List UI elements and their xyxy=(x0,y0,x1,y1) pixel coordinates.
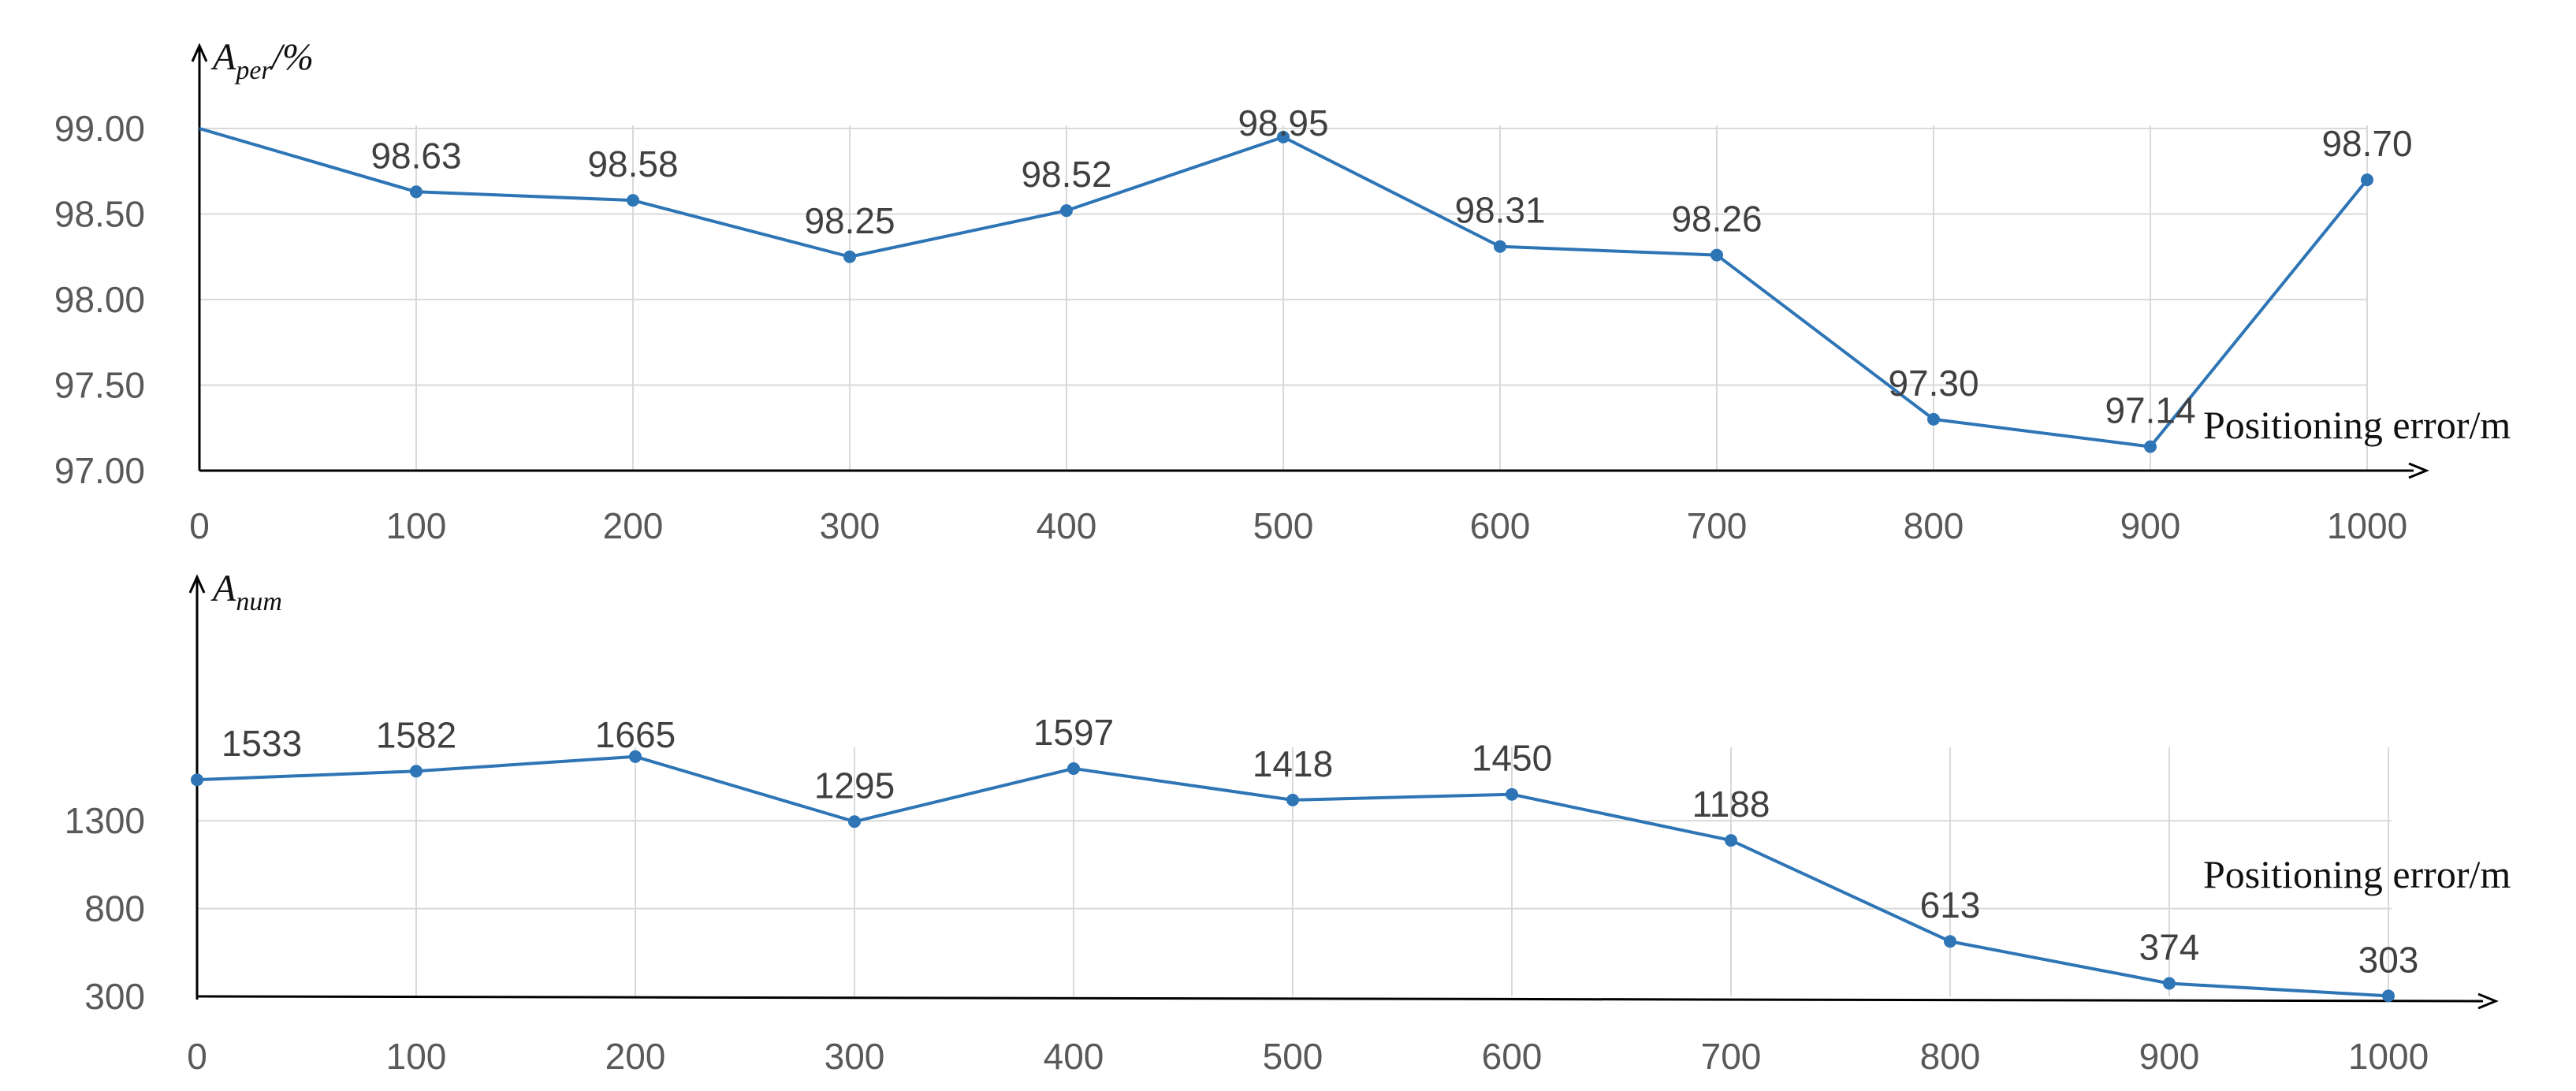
data-point xyxy=(629,750,642,763)
data-label: 98.26 xyxy=(1671,199,1762,240)
data-labels: 98.63 98.58 98.25 98.52 98.95 98.31 98.26 97.30… xyxy=(370,102,2412,431)
x-axis-line xyxy=(196,995,2484,1003)
data-point xyxy=(2382,989,2395,1003)
y-axis-label: Aper/% xyxy=(210,36,314,85)
data-label: 1597 xyxy=(1033,712,1114,753)
axes xyxy=(188,574,2499,1010)
x-tick-label: 400 xyxy=(1044,1036,1104,1077)
x-tick-label: 200 xyxy=(605,1036,666,1077)
x-tick-labels: 0 100 200 300 400 500 600 700 800 900 1000 xyxy=(189,505,2407,546)
x-tick-label: 1000 xyxy=(2327,505,2407,546)
data-point xyxy=(1277,130,1290,143)
data-label: 98.95 xyxy=(1238,102,1328,143)
x-tick-label: 0 xyxy=(189,505,210,546)
x-tick-label: 700 xyxy=(1701,1036,1762,1077)
x-axis-arrow-icon xyxy=(2477,992,2499,1010)
series-line xyxy=(199,127,2373,453)
data-label: 1295 xyxy=(814,765,895,806)
y-tick-label: 800 xyxy=(84,888,145,929)
y-tick-label: 98.00 xyxy=(54,279,145,320)
data-point xyxy=(2163,977,2176,990)
data-label: 1188 xyxy=(1692,784,1770,825)
chart-accuracy-percent: 97.00 97.50 98.00 98.50 99.00 0 100 200 300 400 5… xyxy=(54,36,2511,546)
data-point xyxy=(1506,788,1518,801)
data-label: 97.14 xyxy=(2105,390,2195,431)
data-point xyxy=(843,250,856,263)
data-point xyxy=(1944,935,1956,948)
data-point xyxy=(2361,173,2373,187)
y-axis-arrow-icon xyxy=(188,574,206,594)
y-axis-arrow-icon xyxy=(191,43,208,62)
x-tick-label: 0 xyxy=(187,1036,207,1077)
x-tick-label: 300 xyxy=(820,505,880,546)
data-point xyxy=(1286,793,1299,806)
x-tick-label: 600 xyxy=(1482,1036,1543,1077)
data-label: 1533 xyxy=(221,723,302,764)
x-tick-label: 800 xyxy=(1904,505,1964,546)
data-label: 1450 xyxy=(1472,738,1552,779)
x-tick-label: 100 xyxy=(386,505,447,546)
data-label: 98.70 xyxy=(2321,123,2412,164)
x-tick-label: 900 xyxy=(2120,505,2181,546)
x-tick-labels: 0 100 200 300 400 500 600 700 800 900 1000 xyxy=(187,1036,2429,1077)
x-tick-label: 500 xyxy=(1263,1036,1323,1077)
data-point xyxy=(191,773,203,787)
data-point xyxy=(2144,440,2157,453)
x-axis-label: Positioning error/m xyxy=(2203,403,2511,447)
data-label: 98.63 xyxy=(370,135,461,176)
data-label: 98.58 xyxy=(587,143,678,184)
data-label: 374 xyxy=(2139,927,2200,968)
y-axis-label: Anum xyxy=(210,568,282,616)
data-point xyxy=(1067,761,1080,775)
data-point xyxy=(1927,412,1940,426)
x-tick-label: 600 xyxy=(1470,505,1531,546)
y-tick-label: 97.50 xyxy=(54,365,145,406)
x-tick-label: 200 xyxy=(603,505,664,546)
data-label: 98.31 xyxy=(1454,190,1545,231)
y-tick-label: 1300 xyxy=(65,800,145,841)
data-point xyxy=(627,194,639,207)
data-point xyxy=(1725,834,1737,847)
series-line xyxy=(191,750,2395,1003)
data-label: 1582 xyxy=(376,714,456,755)
axes xyxy=(191,43,2429,479)
data-label: 98.25 xyxy=(804,200,895,241)
data-label: 1665 xyxy=(595,714,676,755)
grid-lines xyxy=(199,125,2368,471)
y-tick-label: 300 xyxy=(84,976,145,1017)
data-point xyxy=(410,185,423,199)
data-label: 303 xyxy=(2358,939,2419,980)
y-tick-label: 97.00 xyxy=(54,450,145,491)
data-label: 98.52 xyxy=(1021,154,1111,195)
data-point xyxy=(1711,248,1723,262)
chart-accuracy-count: 300 800 1300 0 100 200 300 400 500 600 700 800 900 1… xyxy=(65,568,2511,1077)
x-tick-label: 800 xyxy=(1920,1036,1981,1077)
x-axis-label: Positioning error/m xyxy=(2203,852,2511,896)
data-label: 97.30 xyxy=(1888,363,1979,404)
x-tick-label: 700 xyxy=(1687,505,1748,546)
y-tick-labels: 300 800 1300 xyxy=(65,800,145,1017)
data-labels: 1533 1582 1665 1295 1597 1418 1450 1188 613 374 30… xyxy=(221,712,2419,980)
x-tick-label: 300 xyxy=(825,1036,885,1077)
y-tick-label: 99.00 xyxy=(54,108,145,149)
data-point xyxy=(1060,204,1073,218)
data-label: 613 xyxy=(1920,884,1981,925)
y-tick-label: 98.50 xyxy=(54,194,145,235)
x-tick-label: 1000 xyxy=(2348,1036,2429,1077)
data-label: 1418 xyxy=(1253,743,1333,784)
data-point xyxy=(848,815,861,828)
data-point xyxy=(410,765,423,778)
y-tick-labels: 97.00 97.50 98.00 98.50 99.00 xyxy=(54,108,145,491)
x-tick-label: 100 xyxy=(386,1036,447,1077)
grid-lines xyxy=(197,747,2392,996)
x-axis-arrow-icon xyxy=(2408,462,2429,479)
x-tick-label: 500 xyxy=(1253,505,1314,546)
x-tick-label: 400 xyxy=(1037,505,1097,546)
data-point xyxy=(1494,240,1506,253)
x-tick-label: 900 xyxy=(2139,1036,2200,1077)
